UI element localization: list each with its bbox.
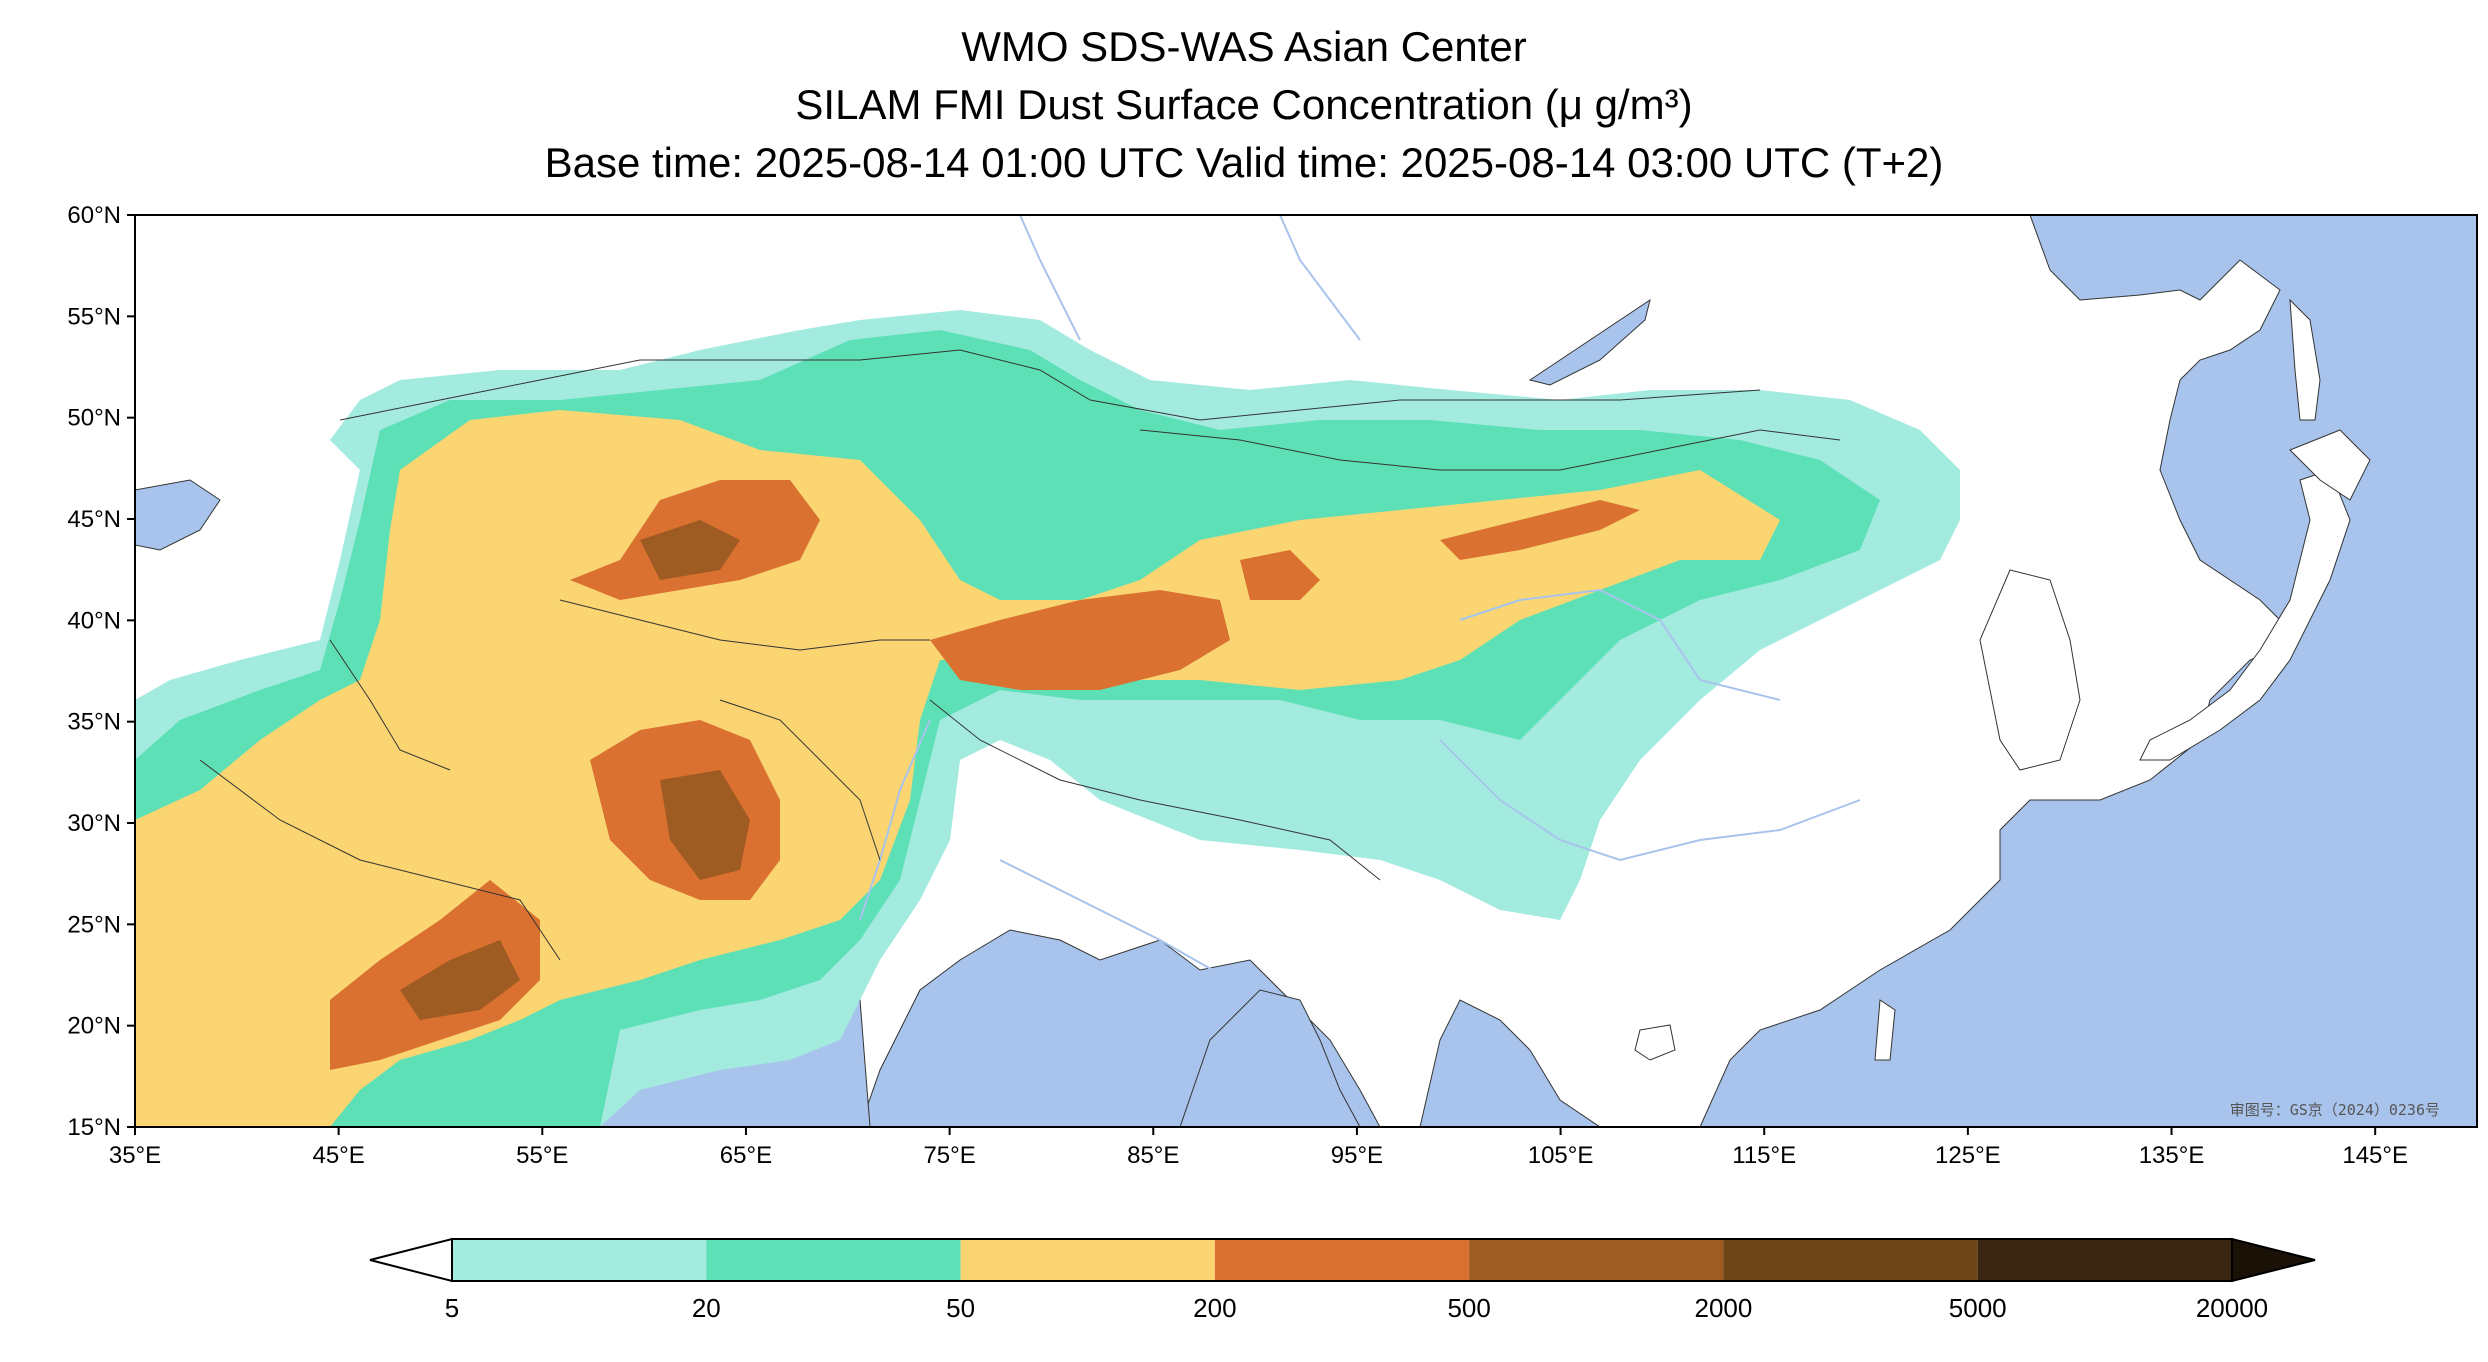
river-yellow: [1459, 588, 1781, 701]
map-review-number: 审图号：GS京（2024）0236号: [2230, 1101, 2440, 1119]
map-frame: [134, 214, 2478, 1128]
lat-tick-label: 30°N: [67, 810, 121, 837]
lat-tick-label: 60°N: [67, 202, 121, 229]
colorbar-segment: [1469, 1239, 1724, 1281]
lon-tick-label: 125°E: [1935, 1142, 2001, 1169]
river-ganges: [999, 859, 1231, 981]
river-ob: [1019, 215, 1081, 341]
colorbar-segment: [452, 1239, 707, 1281]
borders-layer: [199, 349, 1841, 961]
dust-level-200-500-taklimakan: [930, 590, 1230, 690]
lon-tick-label: 135°E: [2139, 1142, 2205, 1169]
dust-contours: [135, 310, 1960, 1127]
lat-tick-label: 20°N: [67, 1013, 121, 1040]
dust-level-200-500-mongolia: [1440, 500, 1640, 560]
colorbar-label: 20000: [2196, 1293, 2268, 1323]
lat-tick-label: 15°N: [67, 1114, 121, 1141]
dust-level-200-500-gobi: [1240, 550, 1320, 600]
lon-tick-label: 45°E: [312, 1142, 364, 1169]
border-china-india: [929, 699, 1381, 881]
lat-tick-label: 55°N: [67, 303, 121, 330]
border-saudi: [199, 759, 561, 961]
colorbar-max-extend: [2231, 1237, 2316, 1283]
land-sakhalin: [2289, 298, 2321, 421]
land-hainan: [1634, 1024, 1676, 1061]
colorbar-label: 2000: [1695, 1293, 1753, 1323]
border-central-asia: [559, 599, 930, 651]
border-afghan-pak: [719, 699, 881, 861]
lat-tick-label: 40°N: [67, 607, 121, 634]
lon-tick-label: 105°E: [1528, 1142, 1594, 1169]
lon-tick-label: 145°E: [2342, 1142, 2408, 1169]
map-area: [135, 215, 2477, 1127]
colorbar-segment: [1977, 1239, 2232, 1281]
land-korea: [1979, 569, 2081, 771]
border-kazakh-russia: [339, 349, 1091, 421]
land-taiwan: [1874, 999, 1896, 1061]
lon-tick-label: 95°E: [1331, 1142, 1383, 1169]
lat-tick-label: 35°N: [67, 709, 121, 736]
baikal-lake: [1528, 298, 1651, 386]
colorbar-label: 200: [1193, 1293, 1236, 1323]
border-iran-iraq: [329, 639, 451, 771]
lat-tick-label: 50°N: [67, 405, 121, 432]
colorbar-min-extend: [369, 1237, 453, 1283]
colorbar-label: 20: [692, 1293, 721, 1323]
river-yenisei: [1279, 215, 1361, 341]
colorbar: 5 20 50 200 500 2000 5000 20000: [369, 1237, 2316, 1323]
lon-tick-label: 75°E: [923, 1142, 975, 1169]
colorbar-label: 5: [445, 1293, 459, 1323]
land-hokkaido: [2289, 429, 2371, 501]
latitude-axis: 60°N 55°N 50°N 45°N 40°N 35°N 30°N 25°N 20°N 15°N: [67, 202, 135, 1141]
river-yangtze: [1439, 739, 1861, 862]
rivers-layer: [859, 215, 1861, 981]
lon-tick-label: 55°E: [516, 1142, 568, 1169]
colorbar-segment: [1214, 1239, 1470, 1281]
dust-level-500-2000-arabia: [400, 940, 520, 1020]
title-line-2: SILAM FMI Dust Surface Concentration (μ …: [795, 81, 1693, 128]
colorbar-segment: [706, 1239, 961, 1281]
land-japan: [2139, 469, 2351, 761]
border-china-mongolia: [1139, 429, 1841, 471]
lon-tick-label: 65°E: [720, 1142, 772, 1169]
lon-tick-label: 85°E: [1127, 1142, 1179, 1169]
dust-level-500-2000-kazakh: [640, 520, 740, 580]
colorbar-frame: [451, 1238, 2233, 1282]
lat-tick-label: 25°N: [67, 911, 121, 938]
river-indus: [859, 719, 931, 921]
colorbar-label: 5000: [1949, 1293, 2007, 1323]
colorbar-segment: [960, 1239, 1215, 1281]
title-line-3: Base time: 2025-08-14 01:00 UTC Valid ti…: [544, 139, 1944, 186]
chart-title-block: WMO SDS-WAS Asian Center SILAM FMI Dust …: [0, 18, 2488, 192]
colorbar-label: 50: [946, 1293, 975, 1323]
colorbar-segment: [1723, 1239, 1978, 1281]
lat-tick-label: 45°N: [67, 506, 121, 533]
lon-tick-label: 35°E: [109, 1142, 161, 1169]
longitude-axis: 35°E 45°E 55°E 65°E 75°E 85°E 95°E 105°E 115°E 12…: [109, 1127, 2408, 1169]
dust-level-500-2000-iran: [660, 770, 750, 880]
lon-tick-label: 115°E: [1732, 1142, 1796, 1169]
bay-of-bengal: [1179, 989, 1361, 1127]
title-line-1: WMO SDS-WAS Asian Center: [961, 23, 1527, 70]
border-mongolia-russia: [1089, 389, 1761, 421]
colorbar-label: 500: [1447, 1293, 1490, 1323]
dust-level-50-200: [135, 410, 1780, 1127]
black-sea: [135, 479, 221, 551]
